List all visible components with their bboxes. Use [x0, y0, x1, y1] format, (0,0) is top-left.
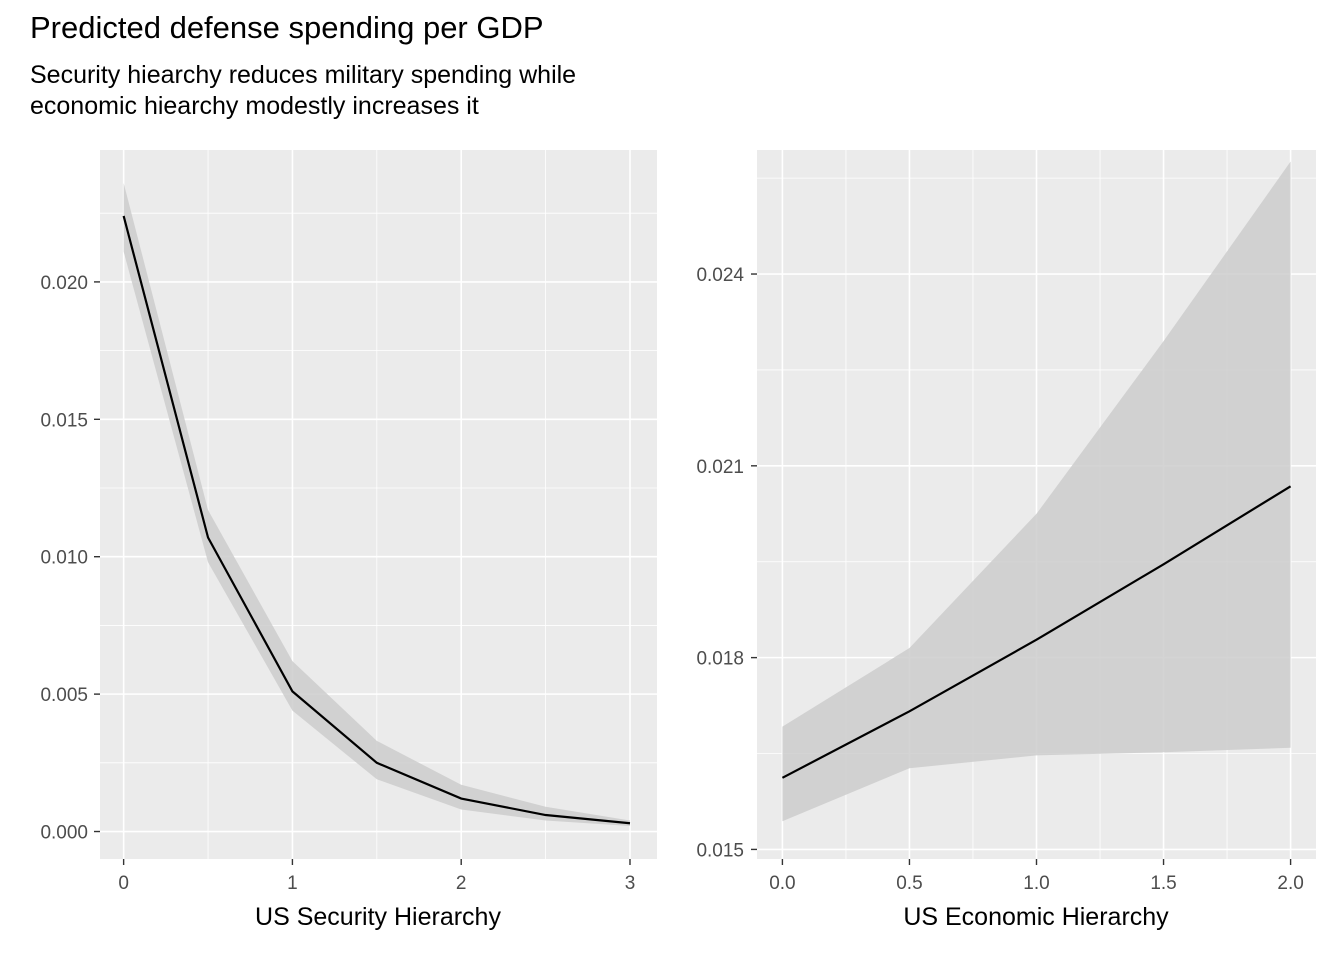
x-tick-label: 1 [287, 873, 298, 894]
y-tick-label: 0.000 [40, 823, 88, 844]
subtitle-line-2: economic hiearchy modestly increases it [30, 92, 479, 120]
chart-title: Predicted defense spending per GDP [30, 10, 544, 45]
x-tick-label: 3 [625, 873, 636, 894]
security-hierarchy-panel: 0.000 0.005 0.010 0.015 0.020 0 1 2 3 US Security… [40, 150, 657, 931]
x-tick-label: 0.0 [769, 873, 795, 894]
confidence-ribbon [782, 161, 1291, 822]
prediction-line [781, 485, 1292, 779]
x-tick-label: 2 [456, 873, 467, 894]
y-tick-label: 0.024 [696, 265, 744, 286]
y-tick-label: 0.010 [40, 548, 88, 569]
y-tick-label: 0.005 [40, 685, 88, 706]
x-axis-title: US Security Hierarchy [255, 903, 501, 931]
y-tick-label: 0.018 [696, 649, 744, 670]
y-tick-label: 0.020 [40, 273, 88, 294]
y-tick-label: 0.015 [40, 410, 88, 431]
subtitle-line-1: Security hiearchy reduces military spend… [30, 61, 577, 89]
y-tick-label: 0.021 [696, 457, 744, 478]
x-tick-label: 0 [118, 873, 129, 894]
x-tick-label: 2.0 [1277, 873, 1303, 894]
x-tick-label: 1.0 [1023, 873, 1049, 894]
chart-subtitle: Security hiearchy reduces military spend… [30, 60, 730, 122]
economic-hierarchy-panel: 0.015 0.018 0.021 0.024 0.0 0.5 1.0 1.5 2.0 US Ec… [696, 150, 1316, 931]
prediction-line [122, 215, 631, 825]
x-tick-label: 0.5 [896, 873, 922, 894]
x-axis-title: US Economic Hierarchy [903, 903, 1169, 931]
y-tick-label: 0.015 [696, 840, 744, 861]
x-tick-label: 1.5 [1150, 873, 1176, 894]
